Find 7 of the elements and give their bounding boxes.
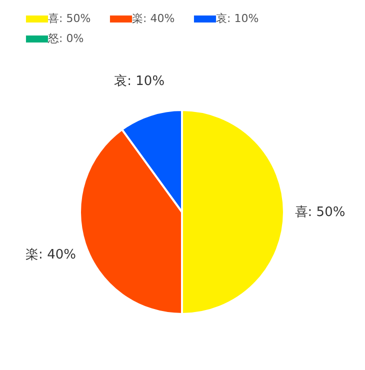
legend-label: 怒: 0% bbox=[47, 32, 84, 45]
legend-label: 喜: 50% bbox=[48, 12, 91, 25]
slice-label: 喜: 50% bbox=[294, 205, 346, 220]
slice-label: 哀: 10% bbox=[114, 74, 165, 89]
legend-label: 哀: 10% bbox=[216, 12, 259, 25]
slice-label: 楽: 40% bbox=[26, 248, 76, 263]
legend-label: 楽: 40% bbox=[132, 12, 175, 25]
